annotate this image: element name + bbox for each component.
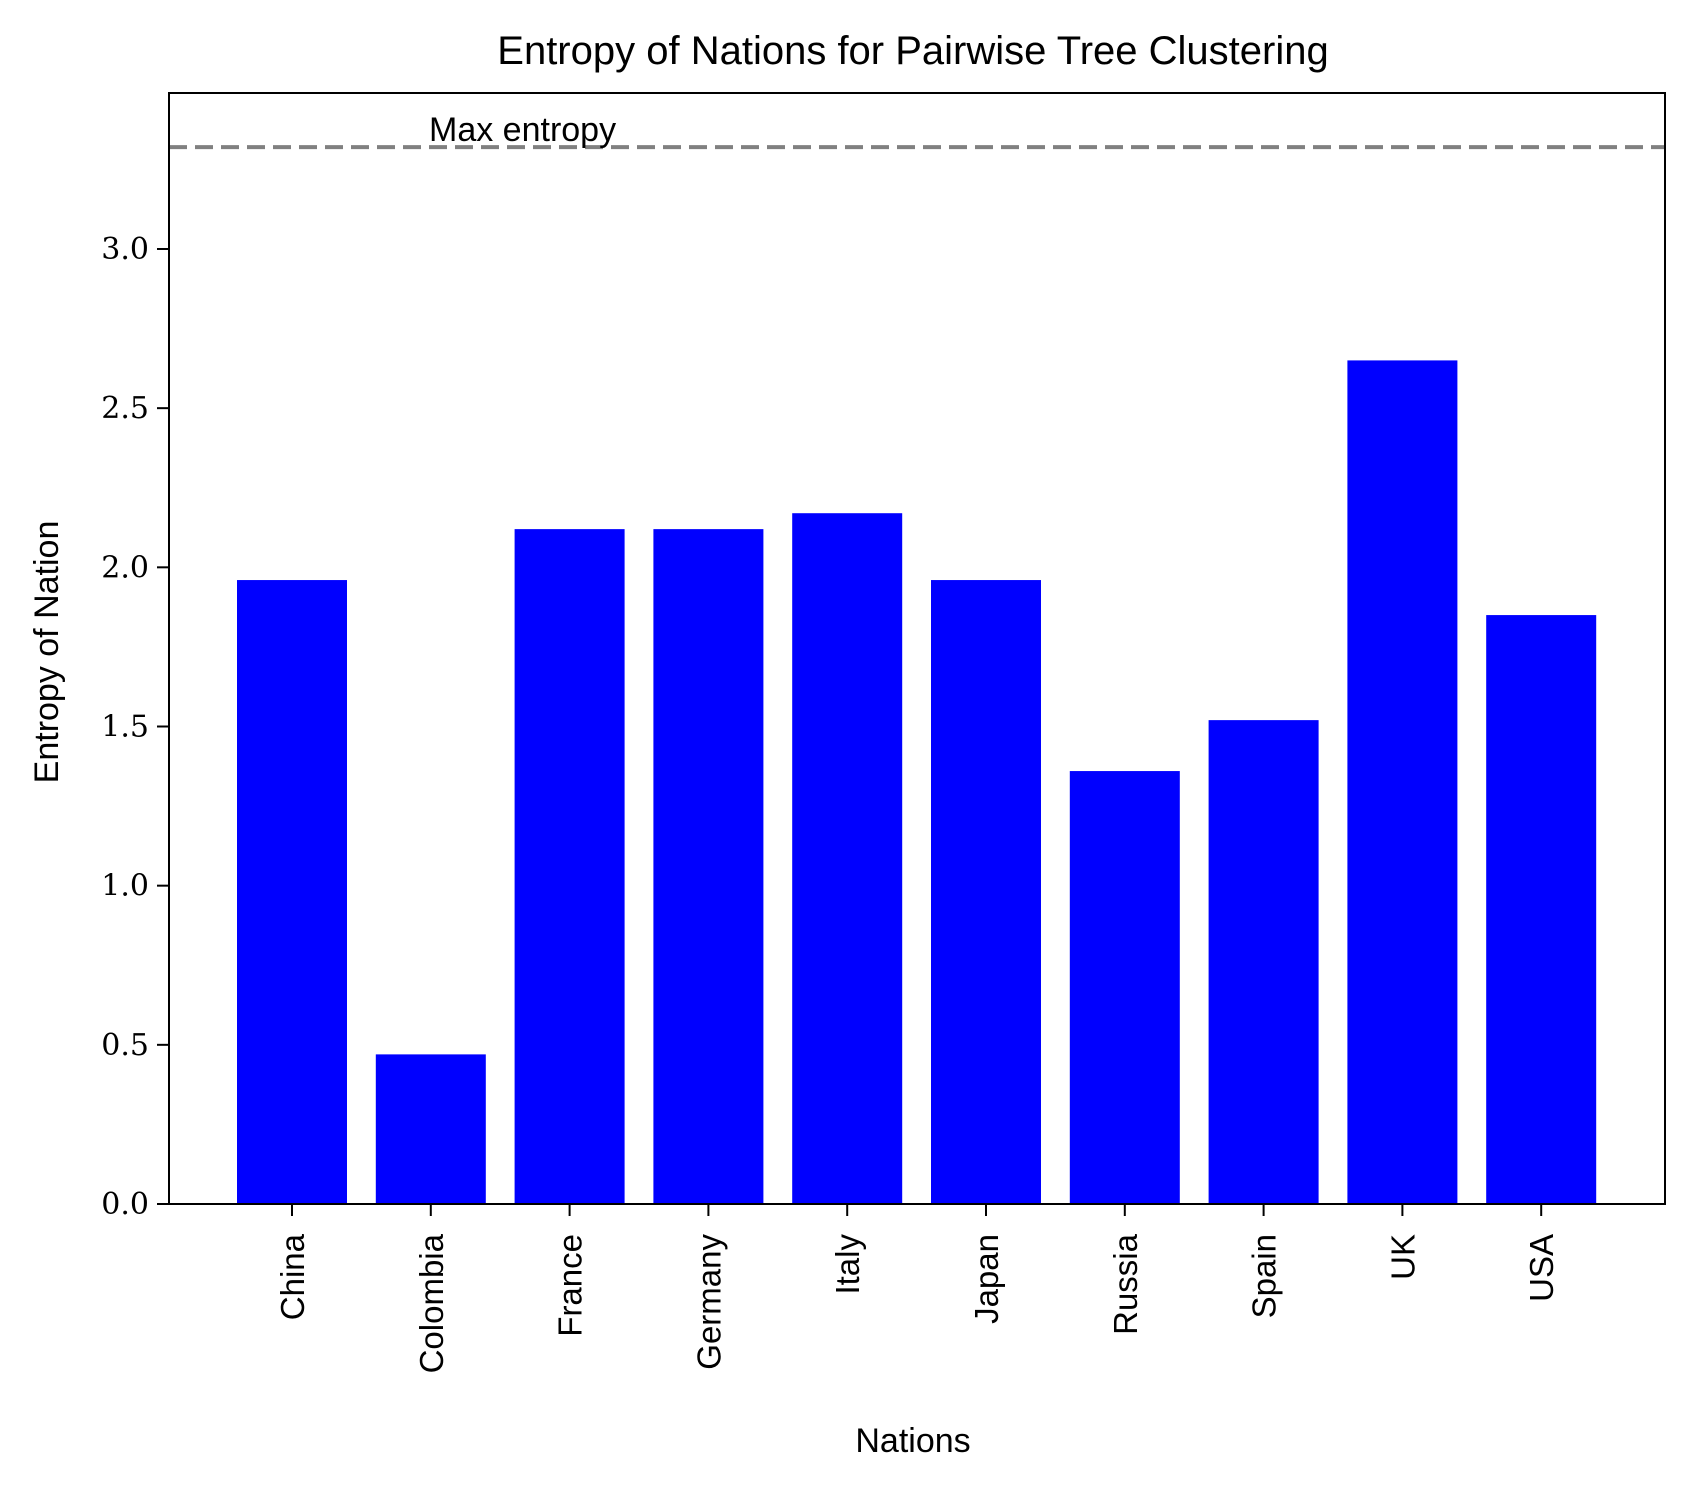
y-tick-label: 0.5 bbox=[101, 1028, 149, 1063]
bar-usa bbox=[1486, 615, 1597, 1204]
x-tick-label-china: China bbox=[274, 1233, 311, 1320]
x-tick-label-uk: UK bbox=[1384, 1234, 1421, 1280]
bar-china bbox=[237, 580, 347, 1204]
reference-line-group: Max entropy bbox=[169, 111, 1665, 150]
x-tick-label-colombia: Colombia bbox=[413, 1233, 450, 1373]
x-tick-label-russia: Russia bbox=[1107, 1233, 1144, 1335]
x-axis-label: Nations bbox=[855, 1422, 970, 1460]
bar-japan bbox=[931, 580, 1041, 1204]
x-tick-label-germany: Germany bbox=[690, 1234, 727, 1370]
y-tick-label: 1.5 bbox=[101, 709, 149, 744]
bar-colombia bbox=[375, 1054, 486, 1204]
y-tick-label: 2.0 bbox=[101, 550, 149, 585]
max-entropy-label: Max entropy bbox=[429, 111, 616, 149]
bar-uk bbox=[1347, 360, 1458, 1204]
bar-germany bbox=[653, 529, 764, 1204]
plot-frame bbox=[168, 92, 1666, 1205]
y-tick-label: 2.5 bbox=[101, 391, 149, 426]
x-tick-label-france: France bbox=[552, 1234, 589, 1337]
bar-russia bbox=[1069, 771, 1180, 1204]
y-axis-label: Entropy of Nation bbox=[28, 521, 66, 784]
x-axis: China Colombia France Germany Italy Japan Russ… bbox=[274, 1204, 1560, 1373]
chart-title: Entropy of Nations for Pairwise Tree Clu… bbox=[497, 29, 1328, 73]
x-tick-label-usa: USA bbox=[1523, 1234, 1560, 1302]
x-tick-label-spain: Spain bbox=[1246, 1234, 1283, 1318]
y-axis: 0.0 0.5 1.0 1.5 2.0 2.5 3.0 bbox=[101, 232, 169, 1222]
y-tick-label: 3.0 bbox=[101, 232, 149, 267]
x-tick-label-japan: Japan bbox=[968, 1234, 1005, 1324]
x-tick-label-italy: Italy bbox=[829, 1234, 866, 1295]
bars-group bbox=[237, 360, 1597, 1204]
bar-france bbox=[514, 529, 625, 1204]
y-tick-label: 1.0 bbox=[101, 869, 149, 904]
y-tick-label: 0.0 bbox=[101, 1187, 149, 1222]
bar-spain bbox=[1208, 720, 1319, 1204]
bar-italy bbox=[792, 513, 903, 1204]
